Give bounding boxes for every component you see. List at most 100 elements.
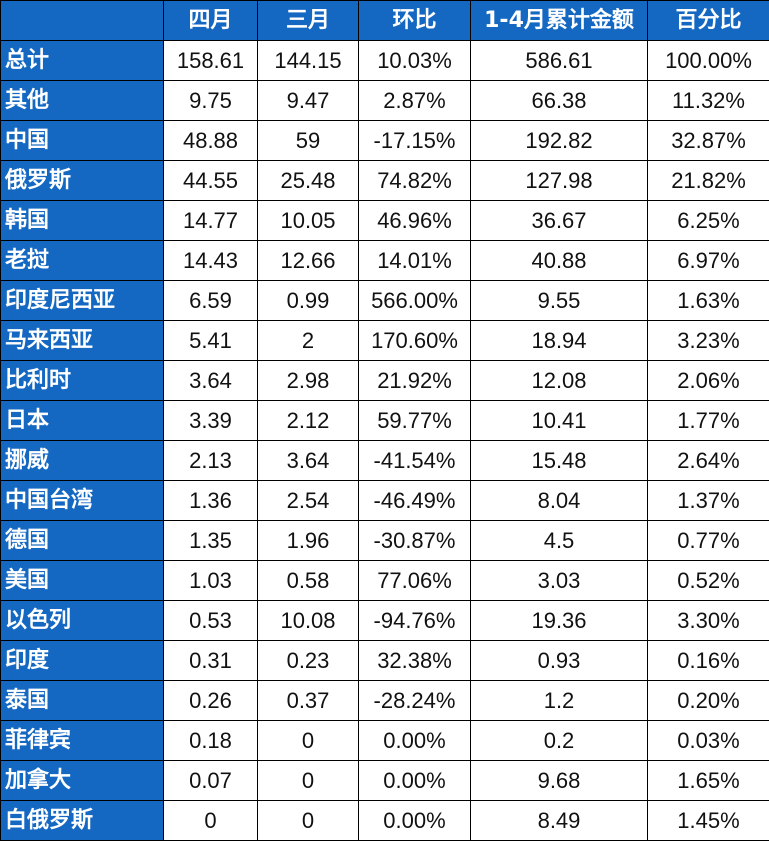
- percentage-cell: 2.64%: [647, 440, 769, 481]
- table-row: 印度尼西亚 6.59 0.99 566.00% 9.55 1.63%: [0, 280, 769, 321]
- table-row: 老挝 14.43 12.66 14.01% 40.88 6.97%: [0, 240, 769, 281]
- percentage-cell: 1.65%: [647, 760, 769, 801]
- percentage-cell: 21.82%: [647, 160, 769, 201]
- table-row: 美国 1.03 0.58 77.06% 3.03 0.52%: [0, 560, 769, 601]
- mom-change-cell: 2.87%: [358, 80, 471, 121]
- percentage-cell: 32.87%: [647, 120, 769, 161]
- row-label: 其他: [0, 80, 164, 121]
- percentage-cell: 1.37%: [647, 480, 769, 521]
- mom-change-cell: 21.92%: [358, 360, 471, 401]
- april-cell: 9.75: [163, 80, 258, 121]
- table-header: 四月 三月 环比 1-4月累计金额 百分比: [0, 0, 769, 41]
- mom-change-cell: 170.60%: [358, 320, 471, 361]
- april-cell: 0.26: [163, 680, 258, 721]
- row-label: 印度: [0, 640, 164, 681]
- column-header-april: 四月: [163, 0, 258, 41]
- row-label: 比利时: [0, 360, 164, 401]
- mom-change-cell: -17.15%: [358, 120, 471, 161]
- ytd-amount-cell: 0.93: [470, 640, 648, 681]
- april-cell: 2.13: [163, 440, 258, 481]
- ytd-amount-cell: 192.82: [470, 120, 648, 161]
- march-cell: 1.96: [257, 520, 359, 561]
- row-label: 德国: [0, 520, 164, 561]
- march-cell: 0.99: [257, 280, 359, 321]
- row-label: 中国: [0, 120, 164, 161]
- march-cell: 0: [257, 720, 359, 761]
- percentage-cell: 3.23%: [647, 320, 769, 361]
- row-label: 加拿大: [0, 760, 164, 801]
- table-row: 加拿大 0.07 0 0.00% 9.68 1.65%: [0, 760, 769, 801]
- march-cell: 0.23: [257, 640, 359, 681]
- ytd-amount-cell: 12.08: [470, 360, 648, 401]
- march-cell: 0: [257, 760, 359, 801]
- april-cell: 6.59: [163, 280, 258, 321]
- mom-change-cell: 10.03%: [358, 40, 471, 81]
- march-cell: 144.15: [257, 40, 359, 81]
- mom-change-cell: 566.00%: [358, 280, 471, 321]
- ytd-amount-cell: 8.04: [470, 480, 648, 521]
- table-row: 总计 158.61 144.15 10.03% 586.61 100.00%: [0, 40, 769, 81]
- mom-change-cell: 0.00%: [358, 800, 471, 841]
- table-row: 菲律宾 0.18 0 0.00% 0.2 0.03%: [0, 720, 769, 761]
- mom-change-cell: -41.54%: [358, 440, 471, 481]
- column-header-ytd-amount: 1-4月累计金额: [470, 0, 648, 41]
- march-cell: 3.64: [257, 440, 359, 481]
- april-cell: 5.41: [163, 320, 258, 361]
- march-cell: 2.98: [257, 360, 359, 401]
- header-row: 四月 三月 环比 1-4月累计金额 百分比: [0, 0, 769, 41]
- mom-change-cell: 46.96%: [358, 200, 471, 241]
- table-row: 印度 0.31 0.23 32.38% 0.93 0.16%: [0, 640, 769, 681]
- ytd-amount-cell: 18.94: [470, 320, 648, 361]
- april-cell: 1.35: [163, 520, 258, 561]
- mom-change-cell: 74.82%: [358, 160, 471, 201]
- row-label: 以色列: [0, 600, 164, 641]
- percentage-cell: 1.45%: [647, 800, 769, 841]
- mom-change-cell: -30.87%: [358, 520, 471, 561]
- table-row: 挪威 2.13 3.64 -41.54% 15.48 2.64%: [0, 440, 769, 481]
- row-label: 挪威: [0, 440, 164, 481]
- column-header-march: 三月: [257, 0, 359, 41]
- ytd-amount-cell: 3.03: [470, 560, 648, 601]
- april-cell: 1.03: [163, 560, 258, 601]
- april-cell: 1.36: [163, 480, 258, 521]
- table-row: 中国台湾 1.36 2.54 -46.49% 8.04 1.37%: [0, 480, 769, 521]
- row-label: 日本: [0, 400, 164, 441]
- mom-change-cell: 59.77%: [358, 400, 471, 441]
- march-cell: 9.47: [257, 80, 359, 121]
- mom-change-cell: 32.38%: [358, 640, 471, 681]
- percentage-cell: 0.16%: [647, 640, 769, 681]
- ytd-amount-cell: 4.5: [470, 520, 648, 561]
- april-cell: 0.31: [163, 640, 258, 681]
- percentage-cell: 0.03%: [647, 720, 769, 761]
- ytd-amount-cell: 40.88: [470, 240, 648, 281]
- mom-change-cell: -46.49%: [358, 480, 471, 521]
- percentage-cell: 2.06%: [647, 360, 769, 401]
- ytd-amount-cell: 8.49: [470, 800, 648, 841]
- table-row: 白俄罗斯 0 0 0.00% 8.49 1.45%: [0, 800, 769, 841]
- row-label: 总计: [0, 40, 164, 81]
- percentage-cell: 11.32%: [647, 80, 769, 121]
- table-row: 韩国 14.77 10.05 46.96% 36.67 6.25%: [0, 200, 769, 241]
- row-label: 菲律宾: [0, 720, 164, 761]
- march-cell: 0.37: [257, 680, 359, 721]
- table-row: 中国 48.88 59 -17.15% 192.82 32.87%: [0, 120, 769, 161]
- ytd-amount-cell: 9.55: [470, 280, 648, 321]
- table-row: 以色列 0.53 10.08 -94.76% 19.36 3.30%: [0, 600, 769, 641]
- march-cell: 10.08: [257, 600, 359, 641]
- row-label: 中国台湾: [0, 480, 164, 521]
- percentage-cell: 1.77%: [647, 400, 769, 441]
- table-row: 比利时 3.64 2.98 21.92% 12.08 2.06%: [0, 360, 769, 401]
- row-label: 马来西亚: [0, 320, 164, 361]
- row-label: 老挝: [0, 240, 164, 281]
- mom-change-cell: 0.00%: [358, 720, 471, 761]
- mom-change-cell: 0.00%: [358, 760, 471, 801]
- table-row: 其他 9.75 9.47 2.87% 66.38 11.32%: [0, 80, 769, 121]
- ytd-amount-cell: 66.38: [470, 80, 648, 121]
- march-cell: 59: [257, 120, 359, 161]
- row-label: 白俄罗斯: [0, 800, 164, 841]
- mom-change-cell: 77.06%: [358, 560, 471, 601]
- march-cell: 2: [257, 320, 359, 361]
- percentage-cell: 100.00%: [647, 40, 769, 81]
- column-header-percentage: 百分比: [647, 0, 769, 41]
